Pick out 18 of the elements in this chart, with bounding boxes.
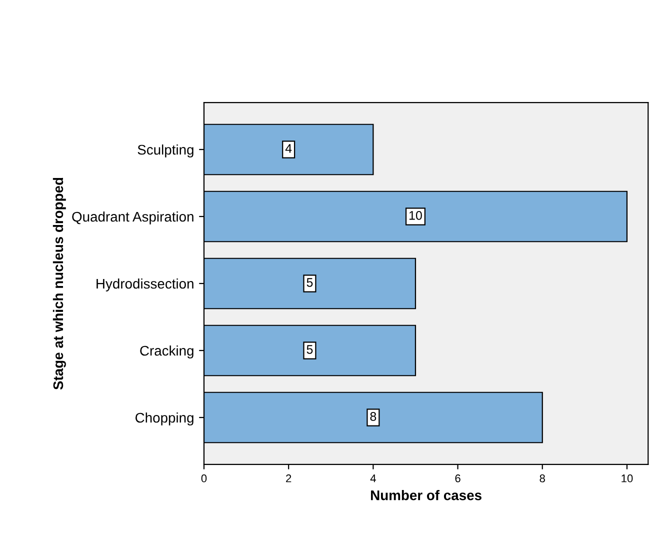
data-label: 8 (370, 412, 376, 421)
data-label: 4 (285, 144, 292, 153)
y-tick-label: Quadrant Aspiration (72, 211, 194, 224)
y-axis-title: Stage at which nucleus dropped (52, 178, 66, 390)
data-label: 5 (306, 345, 313, 354)
data-label: 5 (306, 278, 313, 287)
x-tick-label: 2 (286, 474, 292, 482)
y-tick-label: Cracking (140, 345, 194, 358)
data-label: 10 (409, 211, 422, 220)
x-tick-label: 0 (201, 474, 207, 482)
y-tick-label: Chopping (136, 412, 194, 426)
y-tick-label: Hydrodissection (96, 278, 194, 292)
y-tick-label: Sculpting (138, 144, 194, 158)
x-tick-label: 4 (370, 474, 376, 482)
x-tick-label: 8 (540, 474, 545, 482)
x-axis-title: Number of cases (371, 490, 482, 500)
x-tick-label: 10 (622, 474, 633, 482)
x-tick-label: 6 (455, 474, 460, 482)
